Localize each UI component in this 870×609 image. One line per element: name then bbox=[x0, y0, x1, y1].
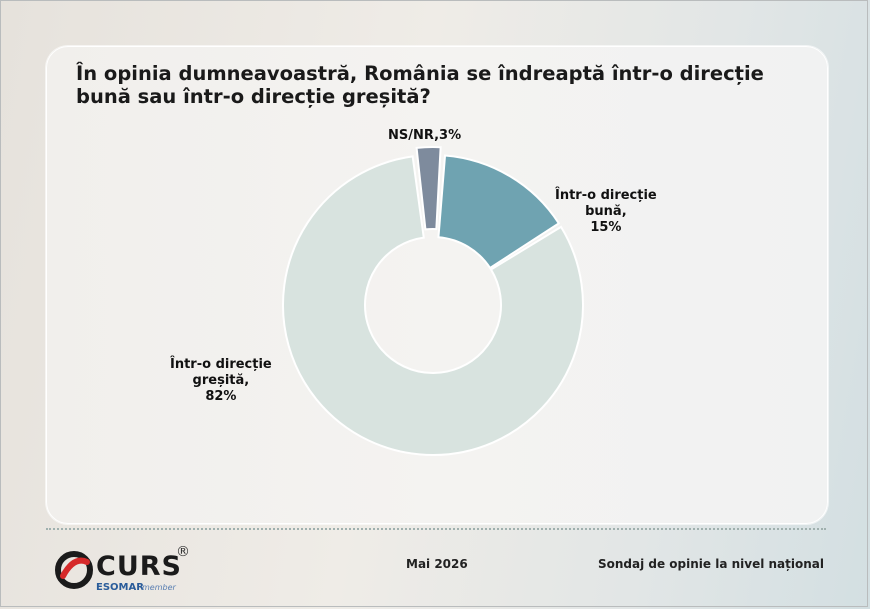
footer-divider bbox=[46, 528, 826, 530]
footer-note: Sondaj de opinie la nivel național bbox=[597, 557, 824, 571]
data-label-ns-nr: NS/NR,3% bbox=[388, 128, 461, 144]
data-label-buna-line3: 15% bbox=[590, 220, 622, 235]
donut-slice-gresita bbox=[282, 155, 584, 456]
data-label-buna: Într-o direcție bună, 15% bbox=[555, 188, 657, 236]
logo-esomar: ESOMAR bbox=[96, 582, 144, 593]
data-label-buna-line2: bună, bbox=[585, 204, 627, 219]
donut-slices bbox=[282, 146, 584, 456]
data-label-gresita-line3: 82% bbox=[205, 389, 237, 404]
data-label-ns-nr-text: NS/NR,3% bbox=[388, 128, 462, 143]
data-label-gresita: Într-o direcție greșită, 82% bbox=[170, 357, 272, 405]
data-label-gresita-line2: greșită, bbox=[192, 373, 250, 388]
logo-registered: ® bbox=[176, 544, 190, 560]
data-label-buna-line1: Într-o direcție bbox=[555, 188, 657, 203]
curs-logo-icon bbox=[55, 551, 93, 589]
footer-date: Mai 2026 bbox=[406, 557, 468, 571]
donut-slice-buna bbox=[437, 154, 561, 270]
curs-logo: CURS ® ESOMAR member bbox=[54, 544, 204, 596]
logo-member: member bbox=[142, 583, 176, 592]
chart-title: În opinia dumneavoastră, România se îndr… bbox=[76, 62, 764, 108]
data-label-gresita-line1: Într-o direcție bbox=[170, 357, 272, 372]
logo-brand: CURS bbox=[96, 551, 182, 582]
donut-slice-ns-nr bbox=[415, 146, 442, 231]
